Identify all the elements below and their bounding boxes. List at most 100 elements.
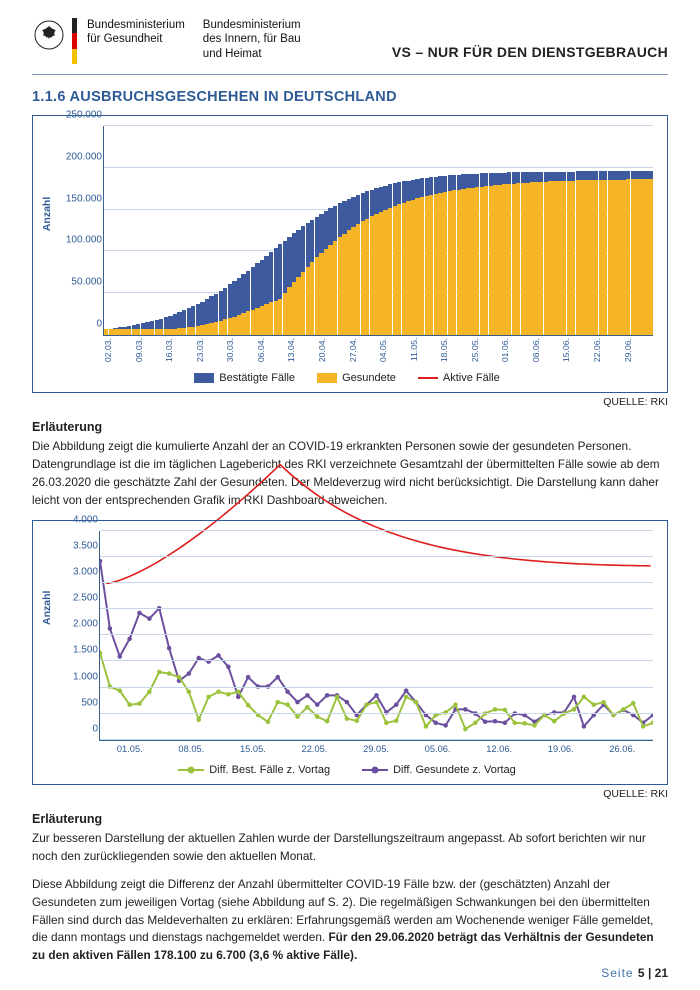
chart1-xtick-label: 16.03. <box>164 338 195 362</box>
chart2-line-diff-recovered-point <box>404 688 409 693</box>
chart2-line-diff-recovered-point <box>187 671 192 676</box>
german-flag-bar <box>72 18 77 64</box>
chart2-xtick-label: 26.06. <box>592 744 654 754</box>
chart1-xtick-label: 13.04. <box>286 338 317 362</box>
chart2-xtick-label: 29.05. <box>345 744 407 754</box>
chart2-line-diff-confirmed-point <box>552 719 557 724</box>
ministry-name-2: Bundesministerium des Innern, für Bau un… <box>203 18 301 61</box>
chart2-line-diff-confirmed-point <box>285 702 290 707</box>
chart2-line-diff-confirmed-point <box>100 650 102 655</box>
chart2-xtick-label: 22.05. <box>284 744 346 754</box>
chart1-plot-area: 0 50.000 100.000 150.000 200.000 250.000 02.0… <box>55 126 653 362</box>
chart1-xtick-label: 02.03. <box>103 338 134 362</box>
chart2-line-diff-recovered-point <box>127 636 132 641</box>
chart1-xtick-label: 06.04. <box>256 338 287 362</box>
chart2-line-diff-confirmed-point <box>493 707 498 712</box>
chart2-line-diff-confirmed-point <box>354 718 359 723</box>
chart2-line-diff-confirmed-point <box>167 671 172 676</box>
chart2-line-diff-confirmed-point <box>463 727 468 732</box>
chart2-line-diff-recovered-point <box>582 724 587 729</box>
chart2-line-diff-confirmed-point <box>325 719 330 724</box>
header-divider <box>32 74 668 75</box>
chart2-line-diff-confirmed-point <box>621 707 626 712</box>
chart2-ytick-label: 4.000 <box>58 514 98 525</box>
chart1-ytick-label: 100.000 <box>58 235 102 246</box>
chart2-ytick-label: 1.500 <box>58 645 98 656</box>
chart1-container: Anzahl 0 50.000 100.000 150.000 200.000 250.0… <box>32 115 668 393</box>
chart2-legend-diff-confirmed: Diff. Best. Fälle z. Vortag <box>178 764 330 776</box>
chart1-xtick-label: 25.05. <box>470 338 501 362</box>
chart2-legend: Diff. Best. Fälle z. Vortag Diff. Gesund… <box>41 764 653 776</box>
chart2-line-diff-recovered-point <box>503 720 508 725</box>
chart1-xtick-label: 30.03. <box>225 338 256 362</box>
chart2-line-diff-recovered-point <box>305 693 310 698</box>
chart2-line-diff-recovered-point <box>374 693 379 698</box>
chart2-line-diff-recovered-point <box>463 707 468 712</box>
chart2-line-diff-recovered-point <box>137 610 142 615</box>
chart2-line-diff-recovered-point <box>285 689 290 694</box>
chart2-ytick-label: 2.500 <box>58 593 98 604</box>
document-page: Bundesministerium für Gesundheit Bundesm… <box>0 0 700 990</box>
chart2-line-diff-recovered-point <box>147 616 152 621</box>
chart1-xtick-label: 04.05. <box>378 338 409 362</box>
chart2-line-diff-confirmed-point <box>335 694 340 699</box>
chart2-xtick-label: 15.05. <box>222 744 284 754</box>
chart1-xtick-label: 22.06. <box>592 338 623 362</box>
chart2-line-diff-recovered-point <box>572 694 577 699</box>
chart2-gridline <box>100 582 653 583</box>
chart2-line-diff-recovered-point <box>246 675 251 680</box>
chart2-line-diff-confirmed-point <box>226 692 231 697</box>
chart2-gridline <box>100 660 653 661</box>
chart2-line-diff-confirmed-point <box>384 720 389 725</box>
chart2-gridline <box>100 739 653 740</box>
chart1-xtick-label: 09.03. <box>134 338 165 362</box>
chart2-line-diff-confirmed-point <box>582 694 587 699</box>
chart2-line-diff-recovered-point <box>226 664 231 669</box>
chart2-xtick-label: 12.06. <box>468 744 530 754</box>
chart2-xtick-label: 05.06. <box>407 744 469 754</box>
chart2-line-diff-recovered-point <box>196 656 201 661</box>
chart2-line-diff-confirmed-point <box>137 701 142 706</box>
federal-eagle-icon <box>32 18 66 52</box>
chart2-plot-area: 0 500 1.000 1.500 2.000 2.500 3.000 3.500 4.000 … <box>55 531 653 754</box>
chart2-line-diff-confirmed-point <box>424 724 429 729</box>
chart2-line-diff-confirmed-point <box>157 670 162 675</box>
chart2-line-diff-confirmed-point <box>601 700 606 705</box>
chart2-xtick-label: 19.06. <box>530 744 592 754</box>
chart2-line-diff-recovered-point <box>325 693 330 698</box>
chart2-legend-diff-recovered: Diff. Gesundete z. Vortag <box>362 764 516 776</box>
chart1-xtick-label: 23.03. <box>195 338 226 362</box>
chart2-line-diff-recovered-point <box>100 559 102 564</box>
chart2-line-diff-confirmed-point <box>572 707 577 712</box>
ministry-branding: Bundesministerium für Gesundheit Bundesm… <box>32 18 301 64</box>
chart1-grid-area: 0 50.000 100.000 150.000 200.000 250.000 <box>103 126 653 336</box>
chart2-line-diff-confirmed-point <box>503 707 508 712</box>
chart2-gridline <box>100 713 653 714</box>
chart2-line-diff-confirmed-point <box>187 689 192 694</box>
chart2-container: Anzahl 0 500 1.000 1.500 2.000 2.500 3.000 3.50… <box>32 520 668 785</box>
chart1-xaxis: 02.03. 09.03. 16.03. 23.03. 30.03. 06.04. 13.0… <box>103 338 653 362</box>
chart2-line-diff-confirmed <box>100 653 653 729</box>
chart1-ytick-label: 150.000 <box>58 193 102 204</box>
chart2-line-diff-confirmed-point <box>532 723 537 728</box>
page-header: Bundesministerium für Gesundheit Bundesm… <box>32 18 668 64</box>
chart2-line-diff-confirmed-point <box>631 701 636 706</box>
chart1-xtick-label: 08.06. <box>531 338 562 362</box>
chart1-xtick-label: 15.06. <box>561 338 592 362</box>
chart2-line-diff-recovered-point <box>483 719 488 724</box>
ministry-names: Bundesministerium für Gesundheit Bundesm… <box>87 18 301 61</box>
chart1-xtick-label: 01.06. <box>500 338 531 362</box>
chart1-xtick-label: 20.04. <box>317 338 348 362</box>
chart2-line-diff-recovered-point <box>295 700 300 705</box>
chart2-line-diff-recovered-point <box>433 720 438 725</box>
chart2-line-diff-confirmed-point <box>591 702 596 707</box>
chart1-xtick-label: 29.06. <box>623 338 654 362</box>
chart2-ytick-label: 500 <box>58 697 98 708</box>
chart2-line-diff-recovered-point <box>345 700 350 705</box>
chart2-gridline <box>100 608 653 609</box>
chart2-line-diff-confirmed-point <box>177 675 182 680</box>
chart2-ytick-label: 3.500 <box>58 540 98 551</box>
chart2-ytick-label: 3.000 <box>58 567 98 578</box>
chart2-line-diff-confirmed-point <box>216 689 221 694</box>
chart2-line-diff-confirmed-point <box>315 714 320 719</box>
